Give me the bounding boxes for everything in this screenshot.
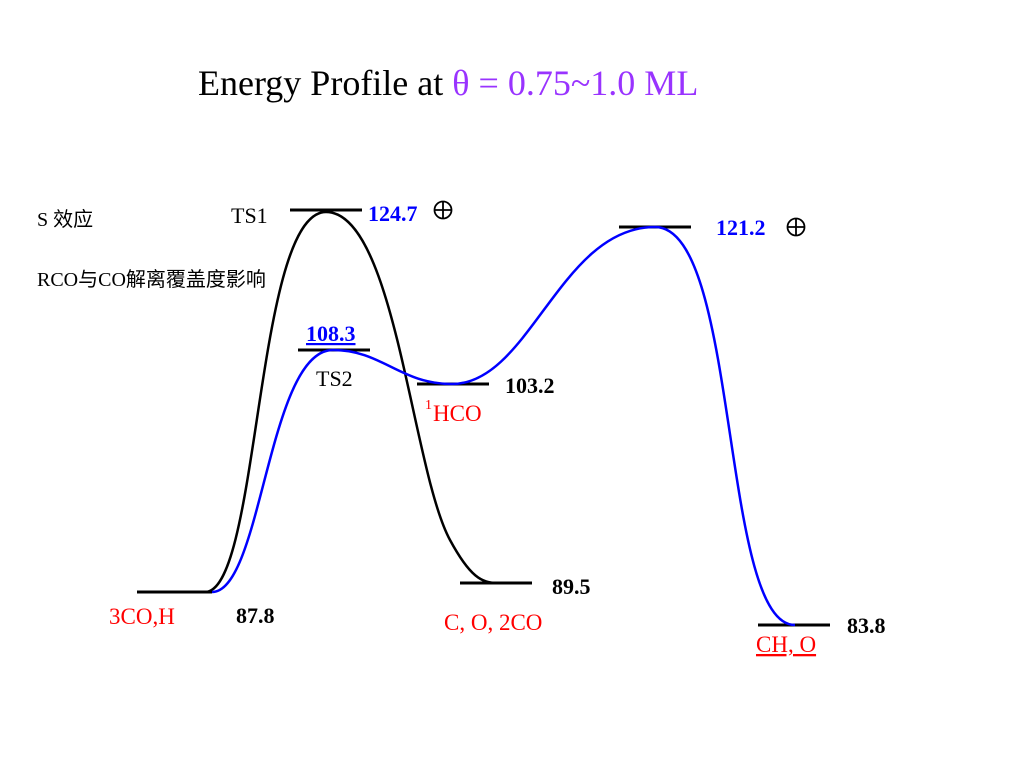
ts2-label: TS2 bbox=[316, 366, 353, 391]
ts1-energy: 124.7 bbox=[368, 201, 418, 226]
ts1-circle-plus-icon bbox=[433, 200, 453, 220]
c-o-energy: 89.5 bbox=[552, 574, 591, 599]
hco-energy: 103.2 bbox=[505, 373, 555, 398]
note-coverage-effect: RCO与CO解离覆盖度影响 bbox=[37, 268, 266, 291]
title-condition: θ = 0.75~1.0 ML bbox=[452, 63, 698, 103]
ch-o-energy: 83.8 bbox=[847, 613, 886, 638]
start-energy: 87.8 bbox=[236, 603, 275, 628]
hco-species: HCO bbox=[433, 401, 482, 426]
c-o-species: C, O, 2CO bbox=[444, 610, 542, 635]
ts3-circle-plus-icon bbox=[786, 217, 806, 237]
path-direct-dissociation bbox=[204, 210, 498, 594]
path-via-hco bbox=[211, 225, 796, 627]
note-s-effect: S 效应 bbox=[37, 208, 93, 231]
diagram-title: Energy Profile at θ = 0.75~1.0 ML bbox=[198, 63, 698, 103]
title-prefix: Energy Profile at bbox=[198, 63, 452, 103]
ts1-label: TS1 bbox=[231, 203, 268, 228]
ts2-energy: 108.3 bbox=[306, 321, 356, 346]
ts3-energy: 121.2 bbox=[716, 215, 766, 240]
hco-superscript: 1 bbox=[425, 398, 432, 413]
start-species: 3CO,H bbox=[109, 604, 175, 629]
ch-o-species: CH, O bbox=[756, 632, 816, 657]
